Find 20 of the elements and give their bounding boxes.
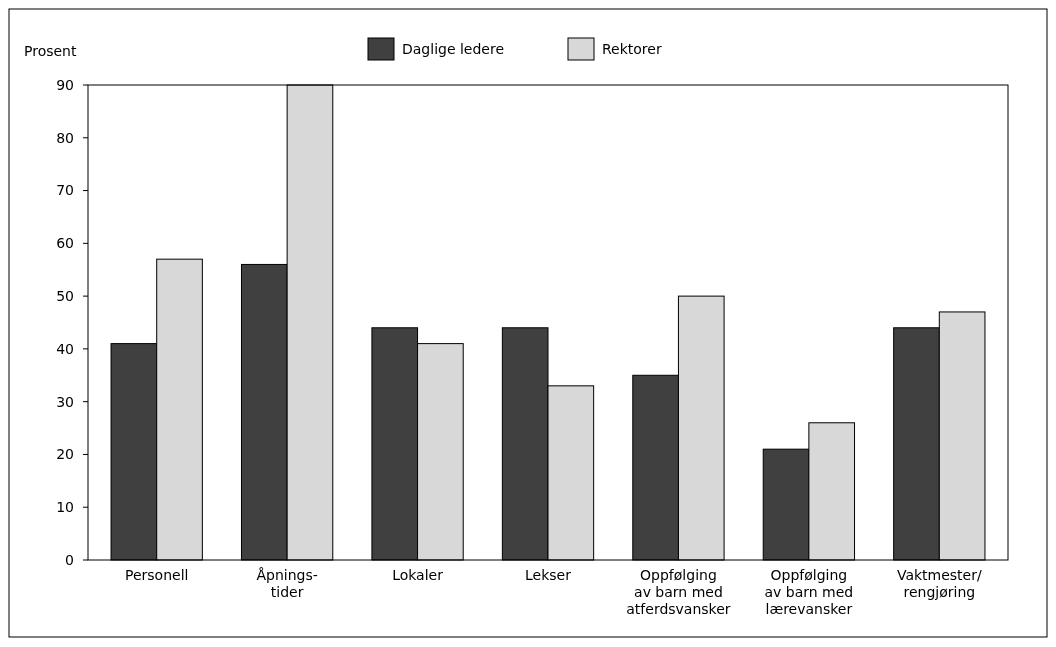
x-tick-label: Lokaler — [392, 567, 444, 583]
y-tick-label: 10 — [56, 499, 74, 516]
y-tick-label: 0 — [65, 551, 74, 568]
y-tick-label: 80 — [56, 129, 74, 146]
legend-label: Rektorer — [602, 40, 662, 57]
y-tick-label: 30 — [56, 393, 74, 410]
x-tick-label: Oppfølging av barn med atferdsvansker — [626, 567, 731, 617]
y-tick-label: 20 — [56, 446, 74, 463]
y-tick-label: 70 — [56, 182, 74, 199]
x-tick-label: Lekser — [525, 567, 572, 583]
y-tick-label: 40 — [56, 340, 74, 357]
x-tick-label: Oppfølging av barn med lærevansker — [764, 567, 854, 617]
x-tick-label: Personell — [124, 567, 189, 583]
y-tick-label: 60 — [56, 235, 74, 252]
x-tick-label: Vaktmester/ rengjøring — [896, 567, 982, 600]
y-tick-label: 50 — [56, 288, 74, 305]
y-tick-label: 90 — [56, 76, 74, 93]
legend-label: Daglige ledere — [402, 40, 505, 57]
y-axis-title: Prosent — [24, 43, 77, 59]
x-tick-label: Åpnings- tider — [256, 567, 318, 600]
